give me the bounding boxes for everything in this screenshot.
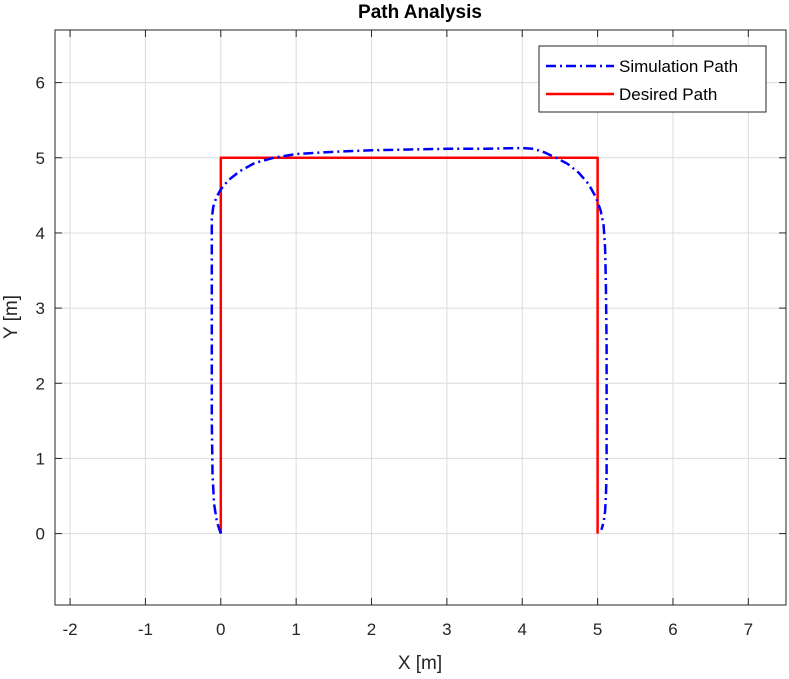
x-axis-label: X [m] (398, 653, 442, 674)
legend: Simulation Path Desired Path (538, 45, 767, 113)
chart-title: Path Analysis (358, 2, 482, 23)
x-tick-label: 3 (442, 620, 451, 639)
x-tick-label: 1 (291, 620, 300, 639)
y-tick-label: 1 (36, 449, 45, 468)
y-axis-label: Y [m] (1, 295, 22, 339)
y-tick-label: 4 (36, 224, 45, 243)
x-tick-label: 7 (744, 620, 753, 639)
y-tick-label: 3 (36, 299, 45, 318)
x-tick-label: 0 (216, 620, 225, 639)
x-tick-label: 2 (367, 620, 376, 639)
x-tick-label: -1 (138, 620, 153, 639)
legend-label-desired-path: Desired Path (619, 85, 717, 104)
series-line-simulation-path (210, 146, 608, 534)
legend-box (538, 45, 767, 113)
grid (55, 30, 786, 605)
x-tick-label: 4 (518, 620, 527, 639)
series-layer (210, 146, 608, 534)
series-line-desired-path (219, 156, 599, 534)
legend-label-simulation-path: Simulation Path (619, 57, 738, 76)
axes-box (54, 29, 787, 606)
y-tick-label: 5 (36, 149, 45, 168)
plot-area (55, 30, 786, 605)
x-tick-label: -2 (63, 620, 78, 639)
x-tick-label: 5 (593, 620, 602, 639)
x-tick-label: 6 (668, 620, 677, 639)
tick-labels: -2 -1 0 1 2 3 4 5 6 7 0 1 2 3 4 5 6 (36, 74, 754, 639)
tick-marks (55, 30, 786, 605)
y-tick-label: 2 (36, 374, 45, 393)
y-tick-label: 0 (36, 525, 45, 544)
y-tick-label: 6 (36, 74, 45, 93)
